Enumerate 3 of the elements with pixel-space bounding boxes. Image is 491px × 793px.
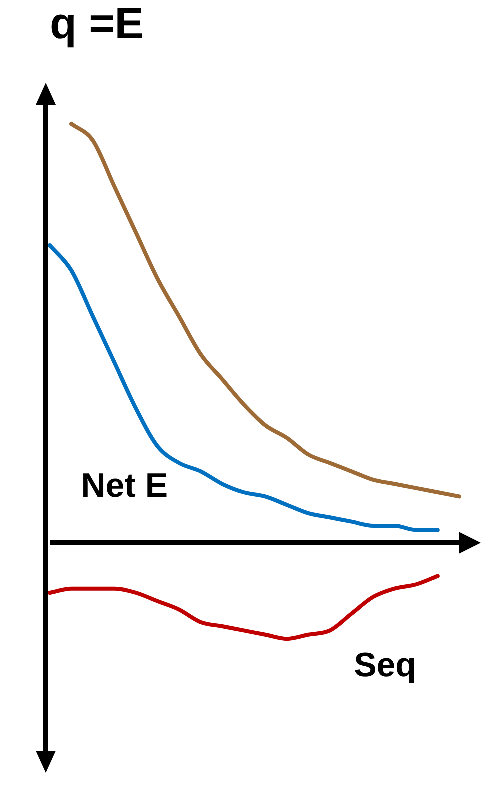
series-label: Seq (354, 646, 416, 685)
chart-title: q =E (50, 0, 144, 49)
series-label: Net E (81, 467, 168, 506)
